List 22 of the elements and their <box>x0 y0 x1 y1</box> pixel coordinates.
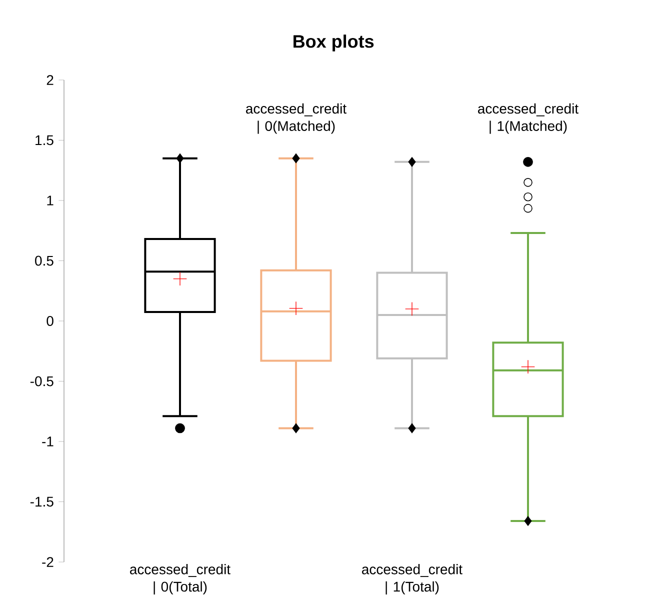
y-tick-label: -0.5 <box>30 376 54 386</box>
y-tick-label: 1.5 <box>36 135 54 146</box>
x-tick-label: accessed_credit | 0(Matched) <box>246 103 346 134</box>
point <box>292 153 300 164</box>
x-tick-label: accessed_credit | 0(Total) <box>130 564 230 595</box>
y-tick-label: 1 <box>47 196 54 206</box>
y-tick-label: -2 <box>42 557 54 567</box>
y-tick-label: -1.5 <box>30 496 54 507</box>
point <box>408 423 416 434</box>
point <box>408 157 416 167</box>
point <box>176 153 184 164</box>
chart-title: Box plots <box>294 34 374 52</box>
y-tick-label: 0 <box>46 316 54 326</box>
y-tick-label: 0.5 <box>35 256 54 266</box>
point <box>175 423 185 434</box>
y-tick-label: 2 <box>46 75 54 85</box>
point <box>523 157 533 167</box>
x-tick-label: accessed_credit | 1(Total) <box>362 564 462 595</box>
x-tick-label: accessed_credit | 1(Matched) <box>478 103 578 134</box>
point <box>292 423 300 434</box>
y-tick-label: -1 <box>42 436 54 446</box>
point <box>524 516 532 526</box>
